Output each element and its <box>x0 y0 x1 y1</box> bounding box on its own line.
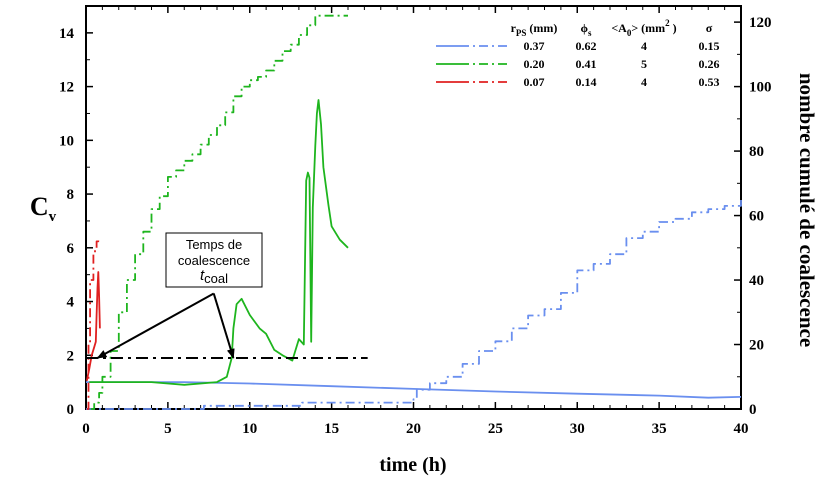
annotation-arrow-1 <box>212 293 235 359</box>
y-left-tick-label: 4 <box>67 295 75 311</box>
legend-header-rps-main: r <box>511 21 517 35</box>
y-left-tick-label: 10 <box>59 133 74 149</box>
x-tick-label: 0 <box>82 421 90 437</box>
legend-cell: 0.07 <box>524 75 545 89</box>
legend-header-sigma: σ <box>706 21 713 35</box>
legend-header-phi: ϕs <box>580 21 592 38</box>
legend-header-area-sup: 2 <box>665 18 670 28</box>
series-line-4 <box>85 271 101 381</box>
annotation-arrow-0 <box>96 292 215 359</box>
series-line-0 <box>86 381 742 399</box>
annotation-box <box>165 232 263 288</box>
y-left-tick-label: 8 <box>67 187 75 203</box>
axis-tick-labels: 0 5 10 15 20 25 30 35 40024681012140204060801001… <box>59 15 772 437</box>
legend-cell: 0.41 <box>576 57 597 71</box>
legend-cell: 4 <box>641 39 647 53</box>
x-tick-label: 15 <box>324 421 339 437</box>
legend-cell: 0.15 <box>699 39 720 53</box>
x-axis-title: time (h) <box>379 454 446 476</box>
y-right-tick-label: 20 <box>749 338 764 354</box>
legend-header-area: <A0> (mm2 ) <box>611 18 676 38</box>
legend-header-area-main: <A <box>611 21 627 35</box>
legend-header-area-close: ) <box>670 21 677 35</box>
legend-header-rps-sub: PS <box>516 28 527 38</box>
y-left-tick-label: 0 <box>67 402 75 418</box>
x-tick-label: 25 <box>488 421 503 437</box>
legend-header-rps-unit: (mm) <box>526 21 557 35</box>
y-left-tick-label: 2 <box>67 348 75 364</box>
y-right-tick-label: 60 <box>749 209 764 225</box>
legend: rPS (mm) ϕs <A0> (mm2 ) σ 0.37 0.62 4 0.150… <box>436 18 720 89</box>
x-tick-label: 20 <box>406 421 421 437</box>
legend-header-area-unit: > (mm <box>631 21 665 35</box>
y-right-tick-label: 120 <box>749 15 772 31</box>
legend-row: 0.37 0.62 4 0.15 <box>436 39 720 53</box>
legend-cell: 0.62 <box>576 39 597 53</box>
annotation-symbol-sub: coal <box>204 271 228 286</box>
y-right-tick-label: 80 <box>749 144 764 160</box>
series-line-3 <box>90 14 348 410</box>
series-line-5 <box>86 238 100 410</box>
legend-cell: 0.26 <box>699 57 720 71</box>
legend-cell: 0.20 <box>524 57 545 71</box>
x-tick-label: 10 <box>242 421 257 437</box>
y-left-tick-label: 6 <box>67 241 75 257</box>
legend-row: 0.20 0.41 5 0.26 <box>436 57 720 71</box>
legend-header-rps: rPS (mm) <box>511 21 558 38</box>
y-right-tick-label: 40 <box>749 273 764 289</box>
legend-header-phi-main: ϕ <box>580 21 588 35</box>
annotation-symbol: tcoal <box>200 267 228 286</box>
x-tick-label: 40 <box>734 421 749 437</box>
legend-cell: 4 <box>641 75 647 89</box>
x-tick-label: 5 <box>164 421 172 437</box>
legend-row: 0.07 0.14 4 0.53 <box>436 75 720 89</box>
x-tick-label: 35 <box>652 421 667 437</box>
y-axis-left-title-main: C <box>30 192 49 221</box>
legend-cell: 5 <box>641 57 647 71</box>
annotation-text: coalescence <box>178 253 250 268</box>
legend-cell: 0.53 <box>699 75 720 89</box>
y-right-tick-label: 100 <box>749 80 772 96</box>
y-left-tick-label: 12 <box>59 80 74 96</box>
y-left-tick-label: 14 <box>59 26 75 42</box>
legend-rows: 0.37 0.62 4 0.15 0.20 0.41 5 0.26 0.07 0.14 4 0.53 <box>436 39 720 89</box>
y-axis-right-title: nombre cumulé de coalescence <box>795 73 819 347</box>
legend-cell: 0.14 <box>576 75 597 89</box>
legend-header-area-sub: 0 <box>627 28 632 38</box>
x-tick-label: 30 <box>570 421 585 437</box>
y-axis-left-title: Cv <box>30 192 57 225</box>
y-axis-left-title-sub: v <box>49 209 57 225</box>
series-line-1 <box>86 199 742 410</box>
legend-cell: 0.37 <box>524 39 545 53</box>
y-right-tick-label: 0 <box>749 402 757 418</box>
annotation-text: Temps de <box>186 237 242 252</box>
legend-header-phi-sub: s <box>588 28 592 38</box>
annotation-symbol-main: t <box>200 267 205 284</box>
